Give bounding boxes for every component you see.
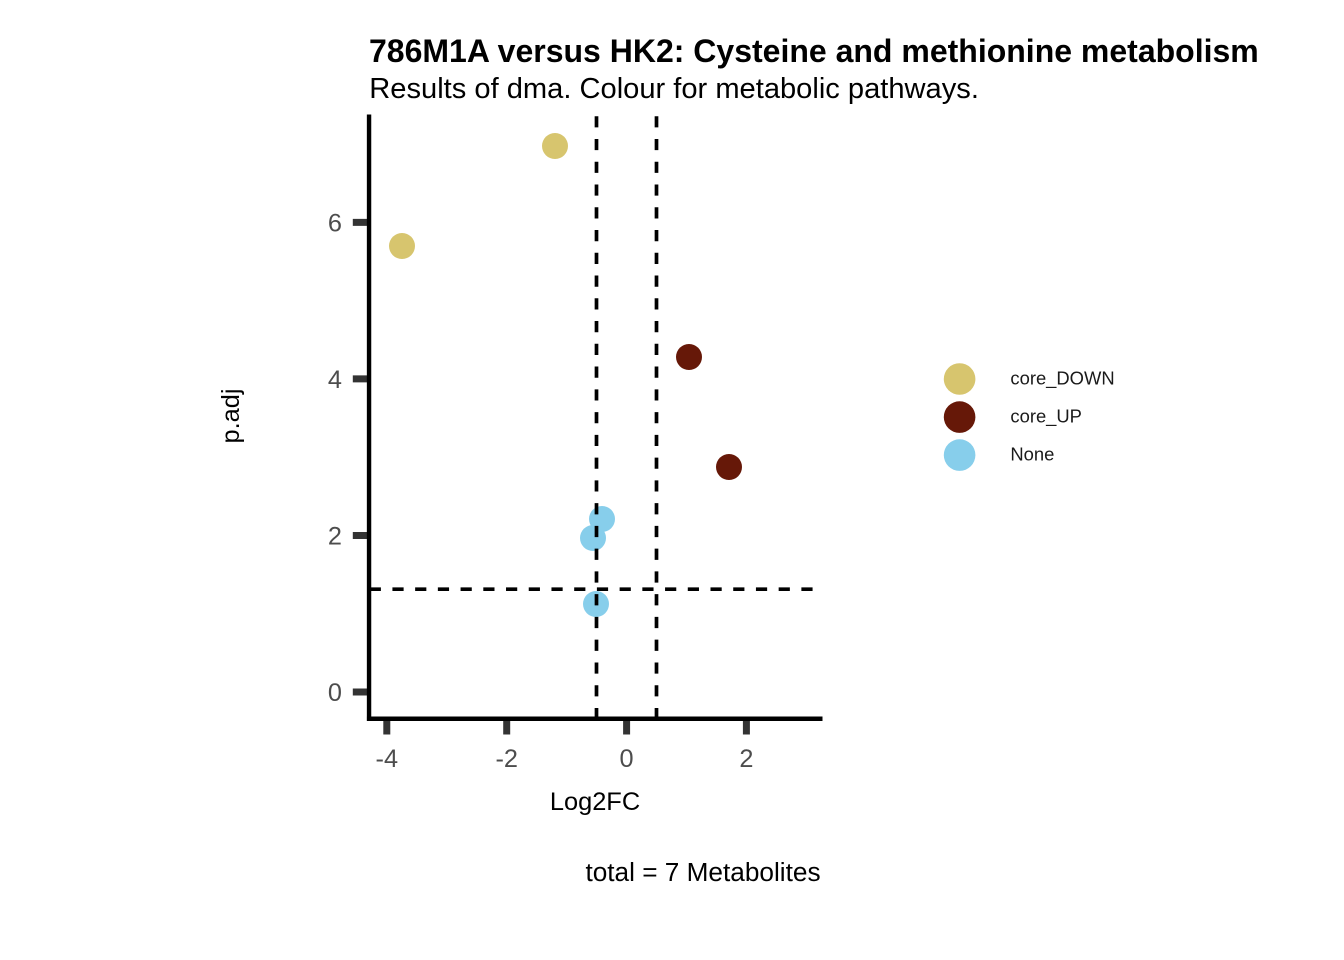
svg-text:2: 2 [739, 745, 753, 773]
svg-text:Log2FC: Log2FC [550, 788, 640, 816]
svg-text:core_UP: core_UP [1010, 406, 1082, 428]
svg-text:0: 0 [328, 679, 342, 707]
svg-text:-2: -2 [495, 745, 518, 773]
svg-text:0: 0 [620, 745, 634, 773]
svg-text:2: 2 [328, 523, 342, 551]
svg-text:6: 6 [328, 209, 342, 237]
svg-text:-4: -4 [376, 745, 399, 773]
svg-text:core_DOWN: core_DOWN [1010, 368, 1114, 390]
svg-text:Results of dma. Colour for met: Results of dma. Colour for metabolic pat… [369, 73, 979, 105]
svg-text:None: None [1010, 444, 1054, 465]
svg-text:4: 4 [328, 366, 342, 394]
svg-text:total = 7 Metabolites: total = 7 Metabolites [585, 857, 820, 887]
svg-text:786M1A versus HK2: Cysteine an: 786M1A versus HK2: Cysteine and methioni… [369, 33, 1259, 69]
svg-text:p.adj: p.adj [217, 388, 245, 443]
